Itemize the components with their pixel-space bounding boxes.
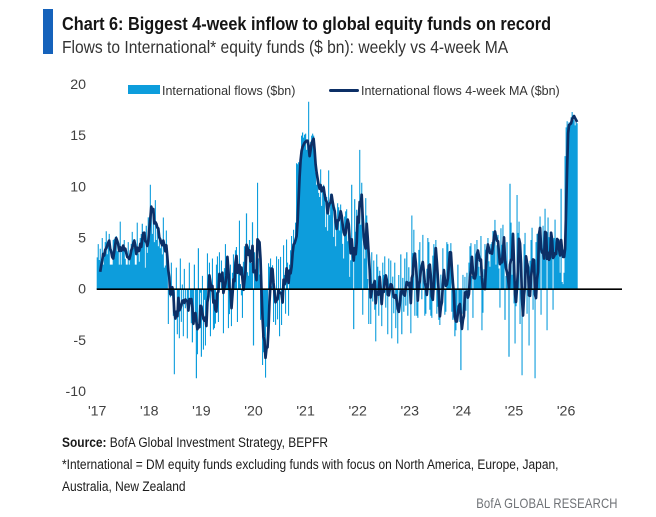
svg-text:-10: -10 bbox=[65, 384, 86, 400]
svg-text:'19: '19 bbox=[192, 404, 211, 420]
svg-text:'20: '20 bbox=[244, 404, 263, 420]
svg-text:'17: '17 bbox=[88, 404, 107, 420]
svg-text:20: 20 bbox=[70, 77, 86, 93]
svg-text:5: 5 bbox=[78, 231, 86, 247]
svg-text:'22: '22 bbox=[348, 404, 367, 420]
svg-text:'26: '26 bbox=[557, 404, 576, 420]
svg-text:15: 15 bbox=[70, 128, 86, 144]
svg-text:0: 0 bbox=[78, 282, 86, 298]
svg-text:'24: '24 bbox=[453, 404, 472, 420]
svg-text:-5: -5 bbox=[73, 333, 86, 349]
svg-text:10: 10 bbox=[70, 179, 86, 195]
svg-text:'23: '23 bbox=[401, 404, 420, 420]
svg-text:'25: '25 bbox=[505, 404, 524, 420]
svg-text:'21: '21 bbox=[296, 404, 315, 420]
svg-text:'18: '18 bbox=[140, 404, 159, 420]
